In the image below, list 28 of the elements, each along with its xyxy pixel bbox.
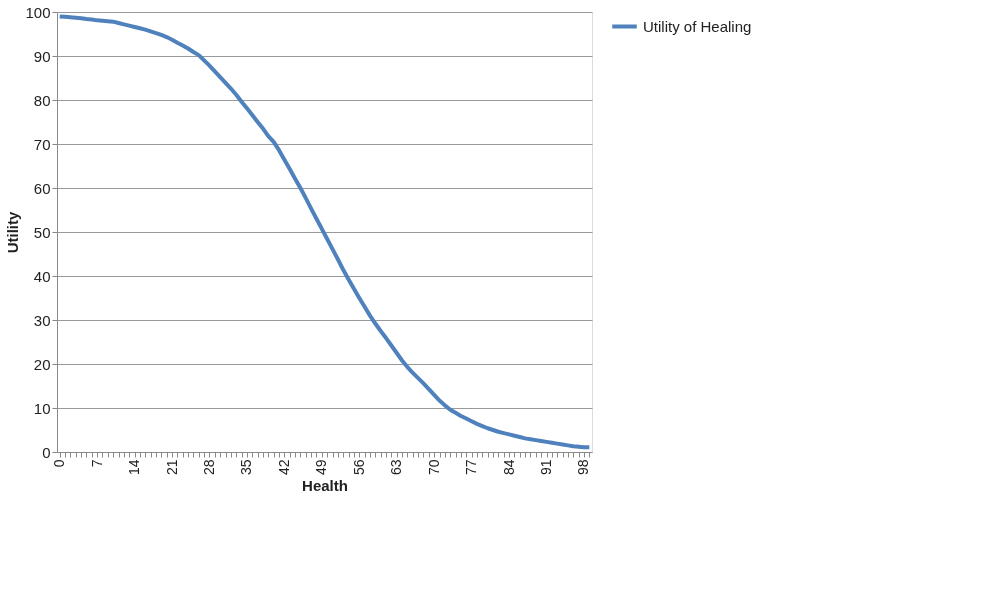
x-tick-label: 56 [350,459,367,476]
x-tick-label: 91 [538,459,555,476]
x-tick-label: 42 [275,459,292,476]
x-tick-label: 28 [200,459,217,476]
x-tick-label: 77 [463,459,480,476]
y-tick-label: 70 [33,135,51,153]
x-axis-title: Health [302,477,348,495]
x-tick-label: 21 [163,459,180,476]
x-tick-label: 35 [238,459,255,476]
legend-label: Utility of Healing [643,17,752,35]
y-axis-title: Utility [4,211,22,254]
x-tick-label: 7 [88,459,105,468]
x-tick-label: 14 [126,459,143,476]
x-tick-label: 84 [500,459,517,476]
y-tick-label: 100 [25,3,51,21]
y-tick-label: 80 [33,91,51,109]
y-tick-label: 60 [33,179,51,197]
x-tick-label: 63 [388,459,405,476]
y-tick-label: 40 [33,267,51,285]
y-tick-label: 10 [33,399,51,417]
y-tick-label: 50 [33,223,51,241]
y-tick-label: 30 [33,311,51,329]
y-tick-label: 90 [33,47,51,65]
x-tick-label: 98 [575,459,592,476]
x-tick-label: 70 [425,459,442,476]
y-tick-label: 20 [33,355,51,373]
x-tick-label: 49 [313,459,330,476]
x-tick-label: 0 [51,459,68,468]
